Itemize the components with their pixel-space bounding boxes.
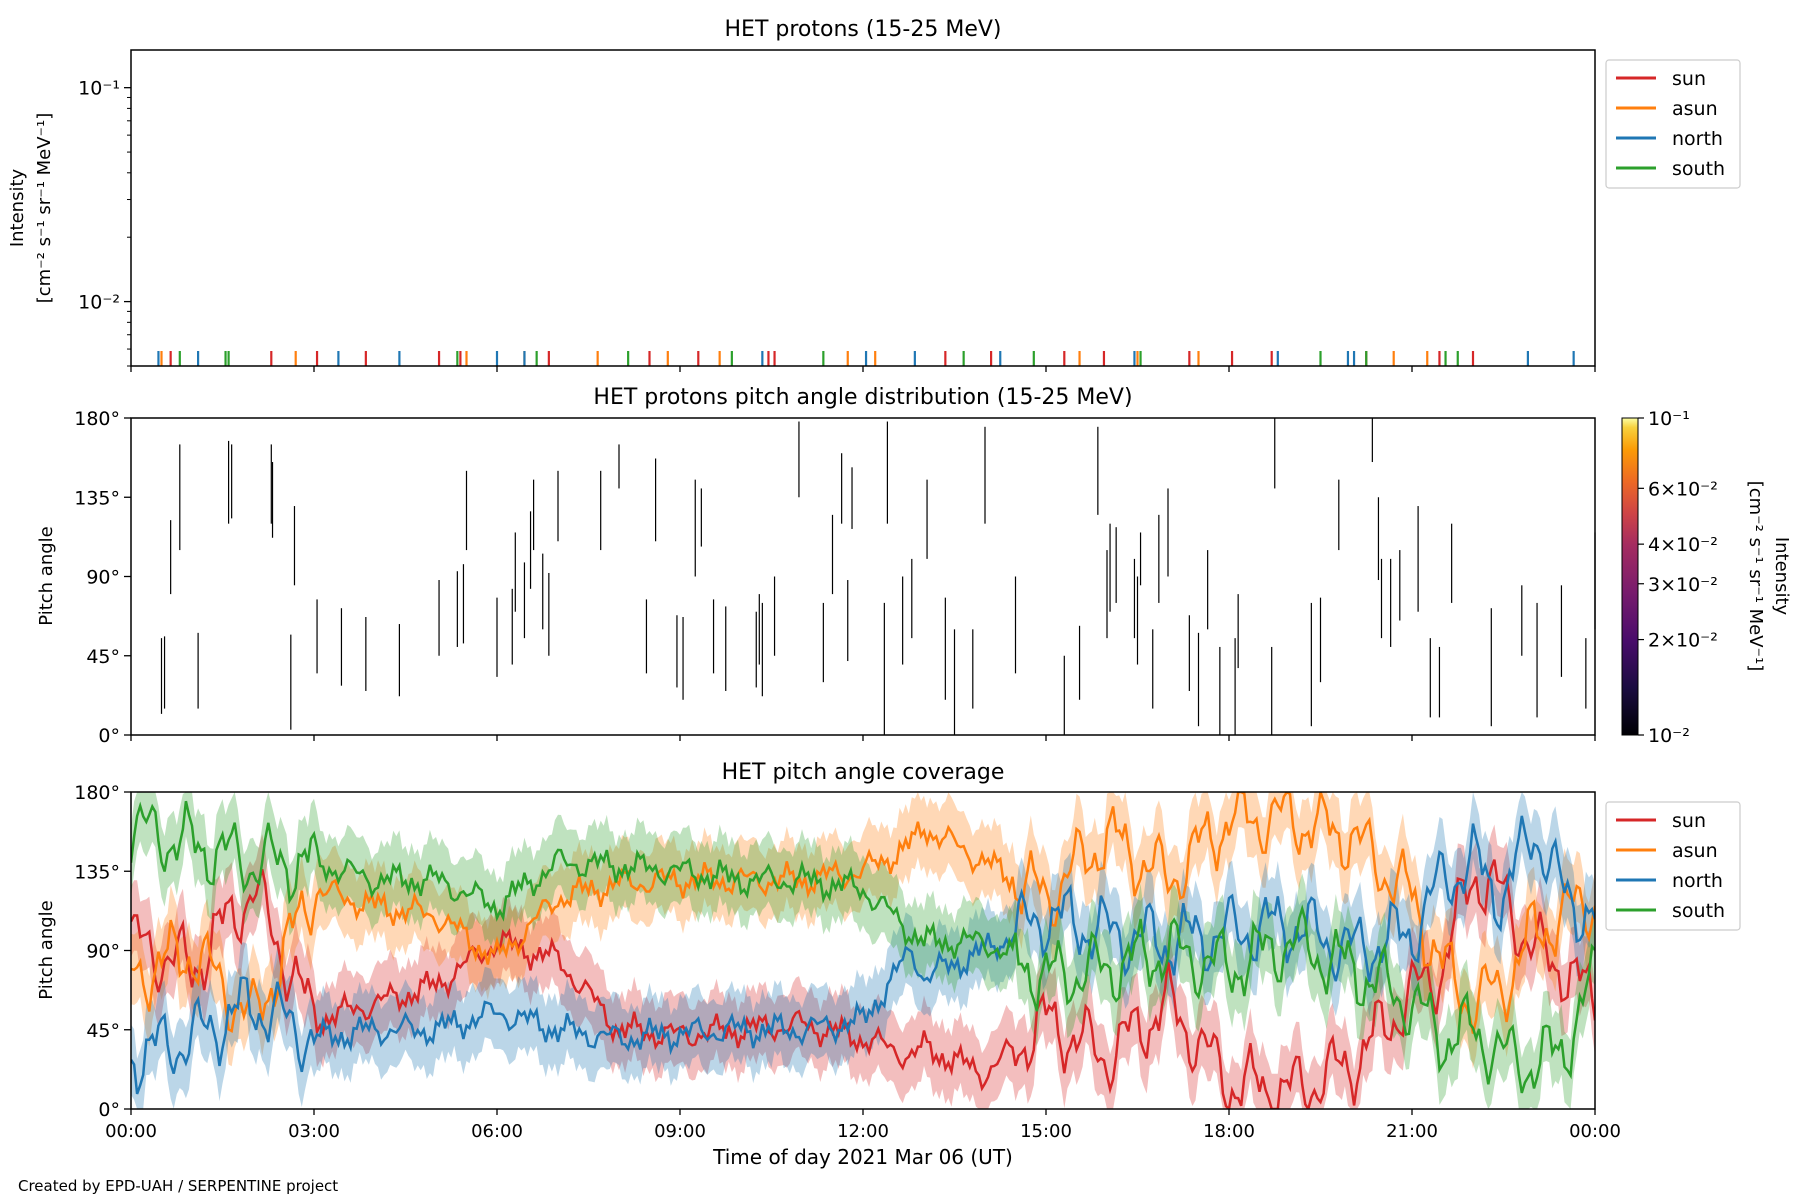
x-tick-label-8: 00:00 bbox=[1569, 1121, 1621, 1142]
y3-tick-label-0: 0° bbox=[98, 1099, 120, 1121]
legend3-label-north: north bbox=[1672, 870, 1723, 892]
panel2-frame bbox=[130, 417, 1596, 736]
panel3-yticks: 0° 45° 90° 135° 180° bbox=[74, 782, 131, 1121]
panel2-segments bbox=[160, 418, 1596, 735]
panel3-lines bbox=[131, 792, 1595, 1109]
panel1-spikes bbox=[157, 351, 1575, 366]
panel-intensity: HET protons (15-25 MeV) 10⁻¹ 10⁻² Intensi… bbox=[7, 17, 1741, 372]
panel2-ylabel: Pitch angle bbox=[36, 526, 57, 625]
x-tick-label-1: 03:00 bbox=[288, 1121, 340, 1142]
legend1-label-asun: asun bbox=[1672, 98, 1718, 120]
panel3-legend: sun asun north south bbox=[1605, 801, 1741, 931]
panel3-bands bbox=[131, 792, 1595, 1109]
legend3-label-south: south bbox=[1672, 900, 1725, 922]
legend1-label-sun: sun bbox=[1672, 68, 1706, 90]
y2-tick-label-3: 135° bbox=[74, 487, 120, 509]
x-tick-label-6: 18:00 bbox=[1203, 1121, 1255, 1142]
x-tick-label-2: 06:00 bbox=[471, 1121, 523, 1142]
y2-tick-label-0: 0° bbox=[98, 725, 120, 747]
y2-tick-label-1: 45° bbox=[86, 646, 120, 668]
cb-tick-label-1: 6×10⁻² bbox=[1648, 478, 1718, 500]
panel3-xticks: 00:00 03:00 06:00 09:00 12:00 15:00 18:00 21:00… bbox=[105, 1109, 1621, 1142]
line-sun bbox=[131, 859, 1595, 1109]
cb-tick-label-5: 10⁻² bbox=[1648, 725, 1690, 747]
panel1-ylabel-line2: [cm⁻² s⁻¹ sr⁻¹ MeV⁻¹] bbox=[34, 113, 55, 304]
x-tick-label-0: 00:00 bbox=[105, 1121, 157, 1142]
y2-tick-label-2: 90° bbox=[86, 567, 120, 589]
legend1-label-north: north bbox=[1672, 128, 1723, 150]
colorbar: 10⁻¹ 6×10⁻² 4×10⁻² 3×10⁻² 2×10⁻² 10⁻² Intensi… bbox=[1621, 408, 1792, 747]
y3-tick-label-2: 90° bbox=[86, 941, 120, 963]
y2-tick-label-4: 180° bbox=[74, 408, 120, 430]
legend1-label-south: south bbox=[1672, 158, 1725, 180]
y3-tick-label-4: 180° bbox=[74, 782, 120, 804]
panel2-xticks bbox=[130, 735, 1596, 741]
colorbar-gradient bbox=[1621, 417, 1639, 736]
colorbar-ticks: 10⁻¹ 6×10⁻² 4×10⁻² 3×10⁻² 2×10⁻² 10⁻² bbox=[1638, 408, 1718, 747]
x-tick-label-4: 12:00 bbox=[837, 1121, 889, 1142]
panel1-title: HET protons (15-25 MeV) bbox=[725, 17, 1002, 42]
x-tick-label-7: 21:00 bbox=[1386, 1121, 1438, 1142]
x-axis-label: Time of day 2021 Mar 06 (UT) bbox=[712, 1145, 1013, 1169]
band-north bbox=[131, 792, 1595, 1109]
x-tick-label-3: 09:00 bbox=[654, 1121, 706, 1142]
panel1-yticks: 10⁻¹ 10⁻² bbox=[78, 78, 131, 367]
line-asun bbox=[131, 792, 1595, 1034]
cb-tick-label-3: 3×10⁻² bbox=[1648, 574, 1718, 596]
colorbar-label-line2: [cm⁻² s⁻¹ sr⁻¹ MeV⁻¹] bbox=[1745, 481, 1766, 672]
credit-text: Created by EPD-UAH / SERPENTINE project bbox=[18, 1177, 339, 1195]
line-south bbox=[131, 800, 1595, 1094]
band-south bbox=[131, 792, 1595, 1109]
y3-tick-label-3: 135° bbox=[74, 861, 120, 883]
panel-pitch-angle-coverage: HET pitch angle coverage 0° 45° 90° 135° 180… bbox=[36, 760, 1741, 1169]
x-tick-label-5: 15:00 bbox=[1020, 1121, 1072, 1142]
panel3-title: HET pitch angle coverage bbox=[722, 760, 1005, 785]
panel1-xticks bbox=[130, 366, 1596, 372]
line-north bbox=[131, 815, 1595, 1095]
panel2-yticks: 0° 45° 90° 135° 180° bbox=[74, 408, 131, 747]
band-sun bbox=[131, 824, 1595, 1109]
panel3-ylabel: Pitch angle bbox=[36, 900, 57, 999]
band-asun bbox=[131, 792, 1595, 1069]
panel1-ylabel-line1: Intensity bbox=[7, 168, 28, 247]
y1-tick-label-1: 10⁻² bbox=[78, 292, 120, 314]
y1-tick-label-0: 10⁻¹ bbox=[78, 78, 120, 100]
y3-tick-label-1: 45° bbox=[86, 1020, 120, 1042]
panel2-title: HET protons pitch angle distribution (15… bbox=[593, 385, 1132, 410]
legend3-label-asun: asun bbox=[1672, 840, 1718, 862]
panel-pitch-angle-distribution: HET protons pitch angle distribution (15… bbox=[36, 385, 1792, 747]
panel1-frame bbox=[130, 49, 1596, 367]
legend3-label-sun: sun bbox=[1672, 810, 1706, 832]
panel1-legend: sun asun north south bbox=[1605, 59, 1741, 189]
colorbar-label-line1: Intensity bbox=[1771, 537, 1792, 616]
cb-tick-label-0: 10⁻¹ bbox=[1648, 408, 1690, 430]
cb-tick-label-2: 4×10⁻² bbox=[1648, 534, 1718, 556]
cb-tick-label-4: 2×10⁻² bbox=[1648, 630, 1718, 652]
